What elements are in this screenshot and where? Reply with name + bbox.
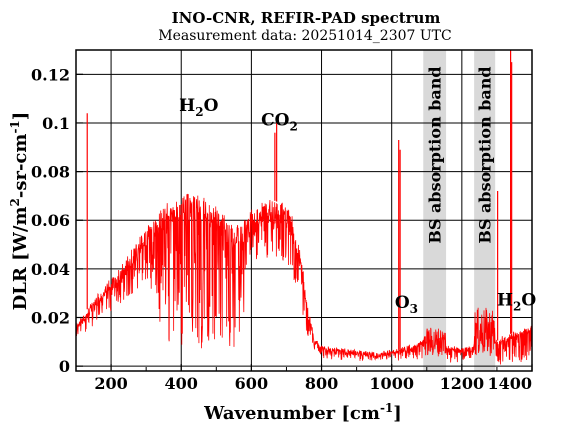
absorption-bands — [423, 50, 496, 371]
band-label-0: BS absorption band — [426, 66, 445, 243]
y-tick-label-5: 0.1 — [42, 114, 70, 133]
absorption-band-1 — [474, 50, 496, 371]
band-label-1: BS absorption band — [476, 66, 495, 243]
x-tick-label-5: 1200 — [440, 374, 485, 393]
dlr-spectrum-line — [75, 193, 533, 365]
x-tick-label-3: 800 — [305, 374, 338, 393]
x-tick-label-4: 1000 — [369, 374, 414, 393]
x-tick-label-2: 600 — [235, 374, 268, 393]
axis-ticks: 200 400 600 800 1000 1200 1400 0 0.02 0.04 0.06 0.0… — [31, 65, 533, 393]
annotation-co2: CO2 — [261, 110, 298, 133]
molecule-annotations: H2O CO2 O3 H2O — [179, 96, 536, 316]
annotation-h2o-left: H2O — [179, 96, 218, 119]
plot-frame — [75, 49, 533, 372]
grid — [76, 50, 532, 371]
y-axis-title: DLR [W/m2-sr-cm-1] — [8, 112, 31, 311]
absorption-band-0 — [423, 50, 447, 371]
y-tick-label-1: 0.02 — [31, 309, 70, 328]
x-tick-label-0: 200 — [94, 374, 127, 393]
y-tick-label-0: 0 — [59, 357, 70, 376]
x-tick-label-6: 1400 — [487, 374, 532, 393]
spectrum-series — [75, 50, 533, 365]
y-tick-label-6: 0.12 — [31, 65, 70, 84]
y-tick-label-2: 0.04 — [31, 260, 70, 279]
x-axis-title: Wavenumber [cm-1] — [203, 401, 402, 424]
y-tick-label-3: 0.06 — [31, 211, 70, 230]
y-tick-label-4: 0.08 — [31, 163, 70, 182]
chart-title: INO-CNR, REFIR-PAD spectrum — [172, 9, 441, 27]
annotation-h2o-right: H2O — [497, 290, 536, 313]
band-labels: BS absorption band BS absorption band — [426, 66, 495, 243]
chart-subtitle: Measurement data: 20251014_2307 UTC — [158, 28, 451, 44]
annotation-o3: O3 — [395, 293, 418, 316]
x-tick-label-1: 400 — [165, 374, 198, 393]
